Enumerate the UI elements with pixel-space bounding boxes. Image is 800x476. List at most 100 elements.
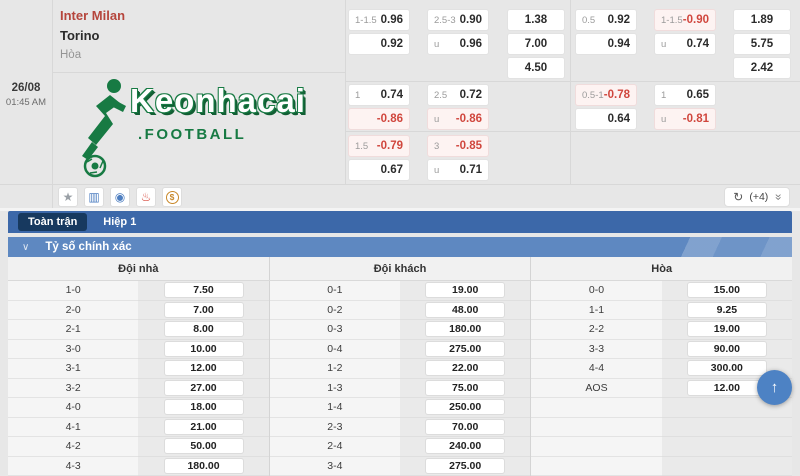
score-odds-box[interactable]: 180.00 — [163, 457, 244, 474]
odds-box[interactable]: 2.42 — [733, 57, 791, 79]
odds-value: -0.86 — [376, 113, 403, 125]
odds-group-x2: 1.89 5.75 2.42 — [733, 9, 791, 81]
score-odds-box[interactable]: 90.00 — [686, 340, 767, 357]
odds-label: 2.5-3 — [434, 14, 456, 26]
score-cell — [531, 456, 792, 476]
section-header-correct-score[interactable]: ∨ Tỷ số chính xác — [8, 237, 792, 257]
odds-box[interactable]: u 0.71 — [427, 159, 489, 181]
odds-box[interactable]: 1.5 -0.79 — [348, 135, 410, 157]
divider — [345, 0, 346, 184]
score-table-row: 3-2 27.00 1-3 75.00 AOS 12.00 — [8, 378, 792, 398]
score-odds-box[interactable]: 180.00 — [425, 321, 506, 338]
odds-box[interactable]: 7.00 — [507, 33, 565, 55]
score-odds-box[interactable]: 8.00 — [163, 321, 244, 338]
score-odds-box[interactable]: 275.00 — [425, 457, 506, 474]
score-odds-box[interactable]: 48.00 — [425, 301, 506, 318]
odds-box[interactable]: u -0.86 — [427, 108, 489, 130]
score-cell: 1-1 9.25 — [531, 300, 792, 320]
away-team-name[interactable]: Torino — [60, 28, 100, 43]
odds-label: 1 — [355, 89, 361, 101]
odds-eye-icon-button[interactable]: ◉ — [110, 187, 130, 207]
divider — [0, 208, 800, 211]
score-odds-box[interactable]: 27.00 — [163, 379, 244, 396]
match-time: 01:45 AM — [5, 97, 47, 108]
favorite-star-icon-button[interactable]: ★ — [58, 187, 78, 207]
odds-box[interactable]: 1.89 — [733, 9, 791, 31]
score-cell: 2-2 19.00 — [531, 320, 792, 340]
match-datetime: 26/08 01:45 AM — [0, 82, 52, 108]
livestream-icon-button[interactable]: ▥ — [84, 187, 104, 207]
odds-value: 0.96 — [459, 38, 482, 50]
match-teams[interactable]: Inter Milan Torino Hòa — [60, 8, 125, 61]
score-label: 0-3 — [269, 320, 400, 340]
score-odds-box[interactable]: 240.00 — [425, 438, 506, 455]
coin-icon-button[interactable]: $ — [162, 187, 182, 207]
odds-box[interactable]: u -0.81 — [654, 108, 716, 130]
score-odds-box[interactable]: 15.00 — [686, 282, 767, 299]
score-odds-box[interactable]: 18.00 — [163, 399, 244, 416]
score-cell: 3-1 12.00 — [8, 359, 270, 379]
odds-label: 1-1.5 — [355, 14, 377, 26]
score-odds-box[interactable]: 50.00 — [163, 438, 244, 455]
score-cell: 4-2 50.00 — [8, 437, 270, 457]
odds-box[interactable]: 2.5 0.72 — [427, 84, 489, 106]
chevron-down-icon[interactable]: ∨ — [22, 241, 30, 253]
more-bookmakers-button[interactable]: ↻ (+4) « — [724, 187, 790, 207]
score-odds-area: 7.00 — [138, 300, 269, 320]
odds-value: 5.75 — [750, 38, 774, 50]
odds-box[interactable]: 0.5 0.92 — [575, 9, 637, 31]
score-column-header: Đội nhà — [8, 257, 270, 280]
odds-group-ou: 1 0.65 u -0.81 — [654, 84, 716, 132]
score-odds-box[interactable]: 7.00 — [163, 301, 244, 318]
score-odds-box[interactable]: 7.50 — [163, 282, 244, 299]
score-odds-box[interactable]: 275.00 — [425, 340, 506, 357]
score-odds-box[interactable]: 19.00 — [425, 282, 506, 299]
refresh-icon[interactable]: ↻ — [733, 190, 744, 204]
odds-box[interactable]: 0.94 — [575, 33, 637, 55]
odds-box[interactable]: 1-1.5 0.96 — [348, 9, 410, 31]
score-odds-box[interactable]: 250.00 — [425, 399, 506, 416]
odds-label: 3 — [434, 140, 440, 152]
odds-box[interactable]: 1 0.74 — [348, 84, 410, 106]
score-odds-box[interactable]: 300.00 — [686, 360, 767, 377]
back-to-top-button[interactable]: ↑ — [757, 370, 792, 405]
score-odds-box[interactable]: 9.25 — [686, 301, 767, 318]
coin-icon: $ — [165, 190, 179, 204]
odds-box[interactable]: 4.50 — [507, 57, 565, 79]
odds-box[interactable]: 5.75 — [733, 33, 791, 55]
odds-box[interactable]: 0.67 — [348, 159, 410, 181]
odds-group-x2: 1.38 7.00 4.50 — [507, 9, 565, 81]
score-odds-box[interactable]: 22.00 — [425, 360, 506, 377]
tab-full-match[interactable]: Toàn trận — [18, 213, 88, 231]
score-odds-box[interactable]: 70.00 — [425, 418, 506, 435]
odds-box[interactable]: 1.38 — [507, 9, 565, 31]
score-label: 4-1 — [8, 417, 139, 437]
odds-value: 0.94 — [607, 38, 630, 50]
odds-box[interactable]: 1-1.5 -0.90 — [654, 9, 716, 31]
odds-group-ou: 2.5-3 0.90 u 0.96 — [427, 9, 489, 57]
odds-box[interactable]: 3 -0.85 — [427, 135, 489, 157]
hot-match-icon-button[interactable]: ♨ — [136, 187, 156, 207]
home-team-name[interactable]: Inter Milan — [60, 8, 126, 23]
odds-box[interactable]: 0.64 — [575, 108, 637, 130]
odds-box[interactable]: 0.5-1 -0.78 — [575, 84, 637, 106]
score-odds-box[interactable]: 75.00 — [425, 379, 506, 396]
expand-down-icon[interactable]: « — [770, 193, 785, 201]
odds-box[interactable]: u 0.96 — [427, 33, 489, 55]
odds-box[interactable]: 0.92 — [348, 33, 410, 55]
score-odds-area: 240.00 — [400, 437, 531, 457]
odds-box[interactable]: -0.86 — [348, 108, 410, 130]
score-label: 1-2 — [269, 359, 400, 379]
tab-first-half[interactable]: Hiệp 1 — [103, 216, 137, 228]
score-odds-box[interactable]: 12.00 — [163, 360, 244, 377]
odds-box[interactable]: 1 0.65 — [654, 84, 716, 106]
score-odds-box[interactable]: 19.00 — [686, 321, 767, 338]
score-odds-box[interactable]: 21.00 — [163, 418, 244, 435]
score-odds-box[interactable]: 10.00 — [163, 340, 244, 357]
score-label: 1-3 — [269, 378, 400, 398]
score-label: 0-4 — [269, 339, 400, 359]
odds-box[interactable]: 2.5-3 0.90 — [427, 9, 489, 31]
score-odds-box[interactable]: 12.00 — [686, 379, 767, 396]
score-odds-area: 7.50 — [138, 281, 269, 301]
odds-box[interactable]: u 0.74 — [654, 33, 716, 55]
